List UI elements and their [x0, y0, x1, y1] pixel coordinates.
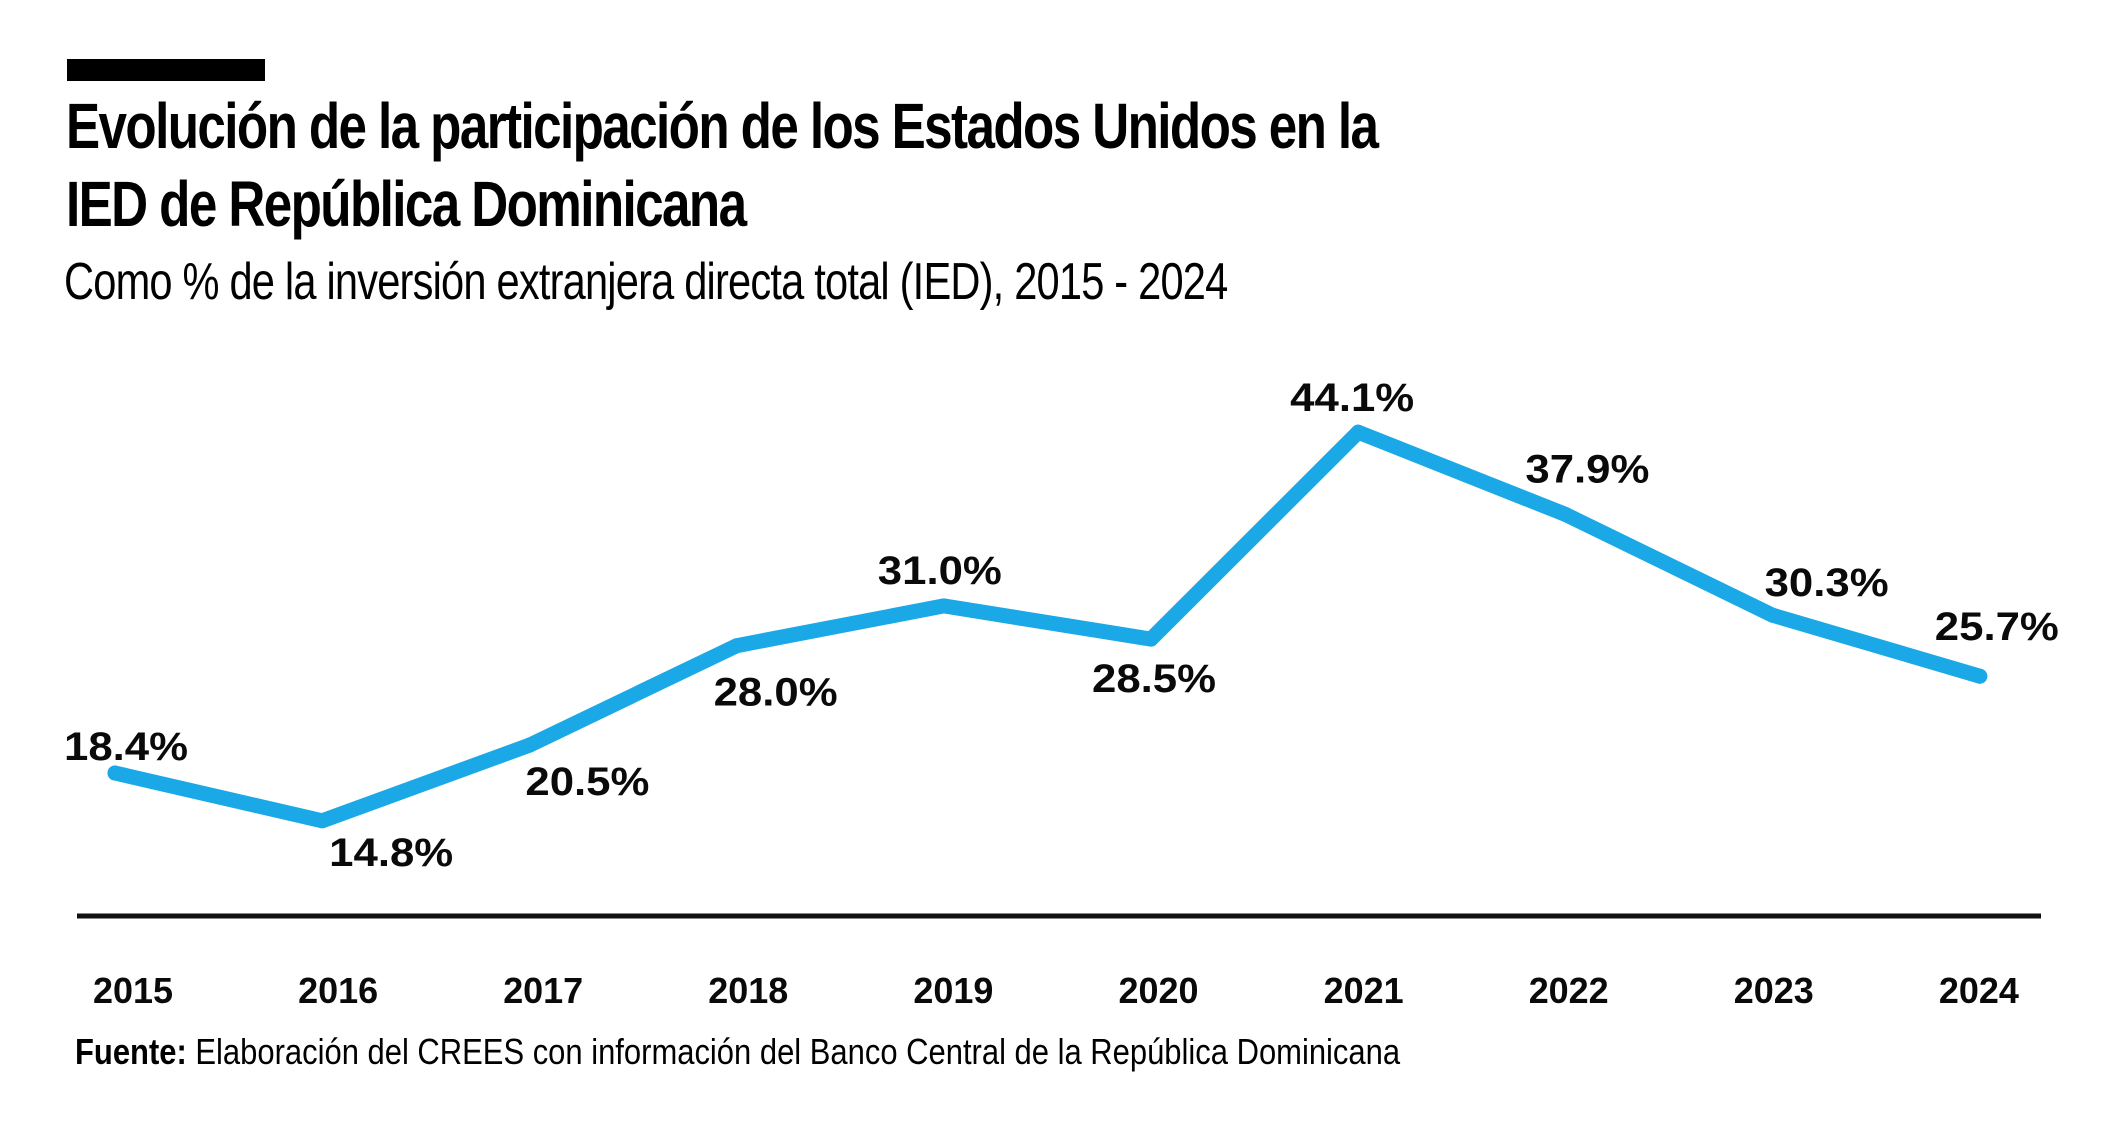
chart-title-line-1: Evolución de la participación de los Est…	[66, 90, 1379, 162]
data-label-2024: 25.7%	[1935, 605, 2059, 649]
data-point-2024	[1972, 668, 1988, 684]
data-point-2020	[1143, 631, 1159, 647]
series-line	[107, 424, 1988, 829]
data-label-2018: 28.0%	[714, 671, 838, 715]
source-label: Fuente:	[75, 1031, 187, 1072]
x-tick-label-2019: 2019	[913, 970, 993, 1011]
source-text: Elaboración del CREES con información de…	[186, 1031, 1401, 1072]
data-point-2023	[1765, 607, 1781, 623]
data-label-2020: 28.5%	[1092, 657, 1216, 701]
data-label-2015: 18.4%	[64, 725, 188, 769]
x-tick-label-2016: 2016	[298, 970, 378, 1011]
data-label-2021: 44.1%	[1290, 376, 1414, 420]
data-label-2022: 37.9%	[1525, 447, 1649, 491]
data-label-2019: 31.0%	[878, 549, 1002, 593]
x-tick-label-2022: 2022	[1529, 970, 1609, 1011]
x-tick-label-2021: 2021	[1324, 970, 1404, 1011]
data-label-2023: 30.3%	[1765, 561, 1889, 605]
x-tick-label-2015: 2015	[93, 970, 173, 1011]
x-tick-label-2020: 2020	[1119, 970, 1199, 1011]
data-label-2017: 20.5%	[525, 760, 649, 804]
data-point-2015	[107, 765, 123, 781]
chart-title-line-2: IED de República Dominicana	[66, 168, 747, 240]
data-point-2016	[314, 813, 330, 829]
data-point-2018	[729, 638, 745, 654]
x-tick-label-2024: 2024	[1939, 970, 2019, 1011]
x-tick-label-2018: 2018	[708, 970, 788, 1011]
title-accent-bar	[67, 59, 265, 81]
data-point-2019	[936, 598, 952, 614]
data-point-2017	[521, 737, 537, 753]
data-point-2022	[1557, 506, 1573, 522]
data-point-2021	[1350, 424, 1366, 440]
x-tick-label-2017: 2017	[503, 970, 583, 1011]
x-tick-label-2023: 2023	[1734, 970, 1814, 1011]
source-note: Fuente: Elaboración del CREES con inform…	[75, 1034, 1400, 1070]
chart-subtitle: Como % de la inversión extranjera direct…	[64, 253, 1228, 311]
data-label-2016: 14.8%	[329, 831, 453, 875]
